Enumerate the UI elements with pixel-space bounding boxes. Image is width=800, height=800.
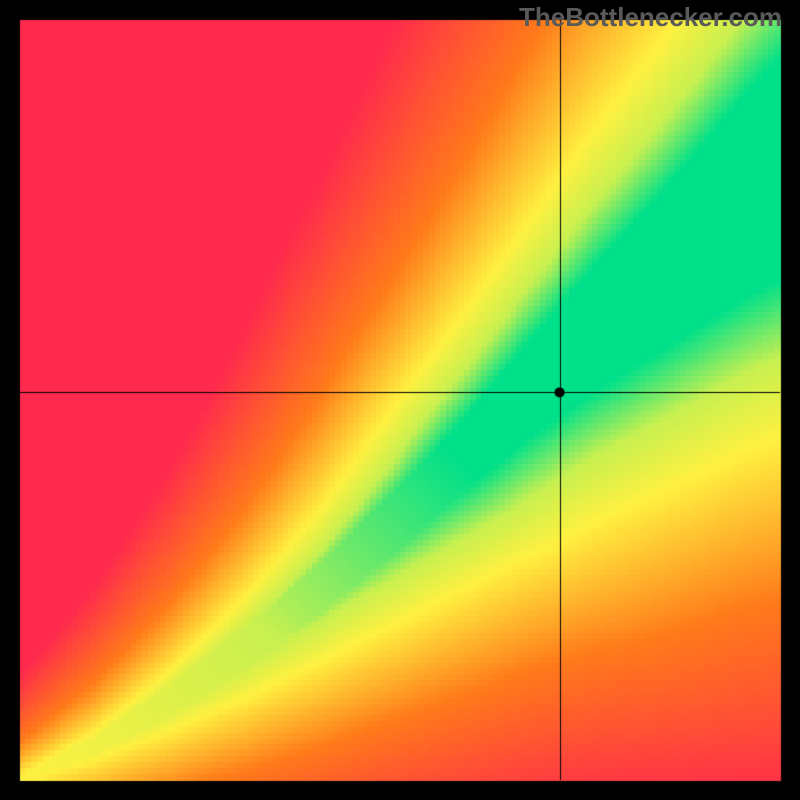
watermark-text: TheBottlenecker.com [519,2,782,33]
chart-container: TheBottlenecker.com [0,0,800,800]
bottleneck-heatmap [0,0,800,800]
